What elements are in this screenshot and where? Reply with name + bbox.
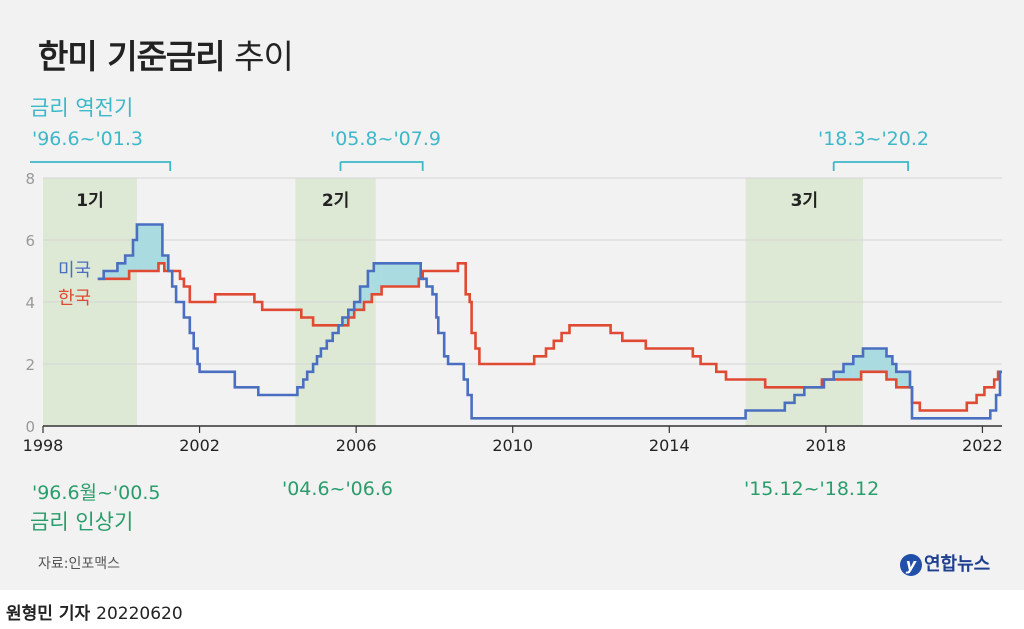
inversion-gap: [117, 263, 126, 279]
inversion-gap: [354, 302, 361, 310]
hike-period-1: '96.6월~'00.5: [32, 482, 161, 504]
inversion-gap: [363, 286, 368, 302]
band-label-3: 3기: [791, 191, 818, 211]
hike-period-3: '15.12~'18.12: [744, 478, 880, 500]
yonhap-logo: y 연합뉴스: [900, 550, 990, 576]
inversion-gap: [103, 271, 118, 279]
inversion-gap: [863, 348, 887, 372]
series-lines: [97, 223, 1002, 420]
y-tick-label: 8: [25, 170, 35, 188]
inversion-gap-fill: [103, 224, 911, 388]
x-tick-label: 2002: [179, 436, 220, 455]
yonhap-logo-mark: y: [900, 554, 922, 576]
inversion-gap: [133, 240, 137, 271]
x-tick-label: 2022: [962, 436, 1003, 455]
x-tick-label: 2010: [492, 436, 533, 455]
inversion-bracket-1: [30, 161, 172, 171]
y-tick-label: 6: [25, 232, 35, 250]
inversion-gap: [381, 263, 419, 287]
inversion-gap: [373, 263, 382, 295]
title-bold: 한미 기준금리: [38, 37, 226, 76]
inversion-gap: [896, 371, 911, 388]
inversion-gap: [125, 255, 130, 279]
inversion-gap: [886, 356, 893, 380]
inversion-bracket-2: [340, 161, 424, 171]
y-tick-label: 4: [25, 294, 35, 312]
series-label-us: 미국: [58, 260, 91, 281]
hike-period-2: '04.6~'06.6: [282, 478, 393, 500]
title-light: 추이: [234, 37, 294, 76]
inversion-gap: [853, 356, 862, 380]
reporter-name: 원형민 기자: [6, 604, 91, 624]
inversion-gap: [164, 255, 169, 271]
inversion-gap: [342, 317, 349, 326]
x-tick-label: 2018: [805, 436, 846, 455]
inversion-heading: 금리 역전기: [30, 96, 134, 120]
band-label-1: 1기: [76, 191, 103, 211]
inversion-gap: [360, 286, 364, 310]
inversion-gap: [136, 224, 159, 271]
yonhap-logo-text: 연합뉴스: [924, 554, 991, 575]
inversion-gap: [348, 309, 355, 318]
x-tick-label: 2014: [649, 436, 690, 455]
rate-chart: 0 2 4 6 8 1998 2002 2006 2010 2014 2018 2022 1기 2기 3기…: [23, 161, 1003, 455]
axes: 0 2 4 6 8 1998 2002 2006 2010 2014 2018 2022: [23, 170, 1003, 455]
inversion-gap: [129, 255, 134, 271]
inversion-bracket-3: [833, 161, 909, 171]
korea-rate-line: [97, 262, 1002, 412]
inversion-period-1: '96.6~'01.3: [32, 128, 143, 150]
inversion-gap: [367, 271, 372, 302]
us-rate-line: [97, 223, 1002, 420]
inversion-gap: [162, 255, 165, 264]
inversion-gap: [843, 364, 854, 380]
y-tick-label: 0: [25, 418, 35, 436]
inversion-brackets: [30, 161, 909, 171]
source-note: 자료:인포맥스: [38, 556, 120, 572]
hike-heading: 금리 인상기: [30, 510, 134, 534]
credit-line: 원형민 기자 20220620: [6, 599, 183, 624]
inversion-gap: [833, 371, 844, 380]
y-tick-label: 2: [25, 356, 35, 374]
inversion-gap: [158, 224, 163, 264]
inversion-period-2: '05.8~'07.9: [330, 128, 441, 150]
inversion-gap: [371, 271, 374, 295]
inversion-period-3: '18.3~'20.2: [818, 128, 929, 150]
band-label-2: 2기: [322, 191, 349, 211]
series-label-korea: 한국: [58, 288, 91, 309]
publish-date: 20220620: [96, 604, 183, 624]
page-title: 한미 기준금리 추이: [38, 30, 294, 78]
inversion-gap: [892, 364, 897, 380]
x-tick-label: 1998: [23, 436, 64, 455]
inversion-gap: [861, 356, 864, 372]
x-tick-label: 2006: [336, 436, 377, 455]
